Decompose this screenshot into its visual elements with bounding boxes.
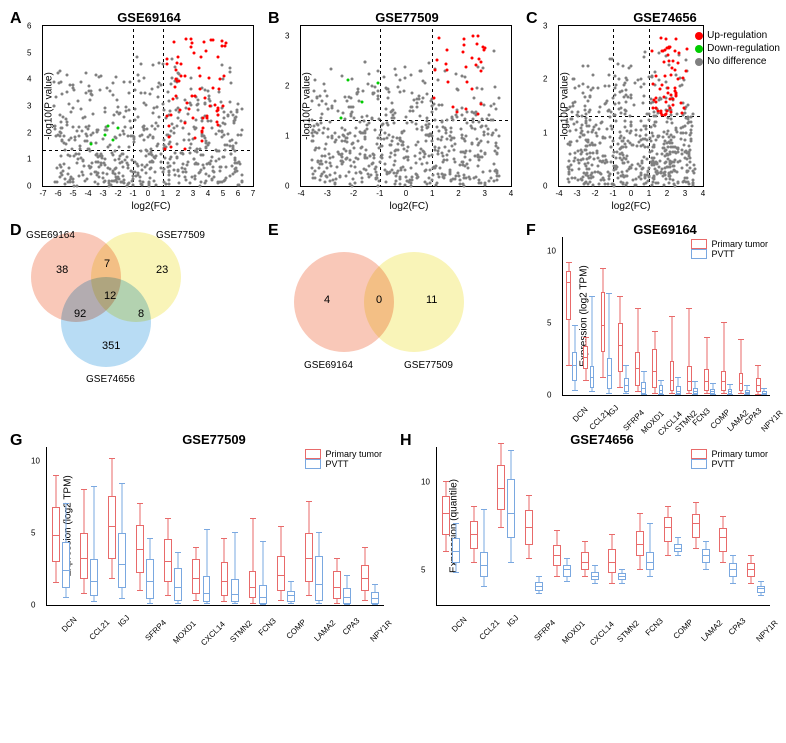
volcano-legend: Up-regulation Down-regulation No differe… (695, 30, 780, 69)
legend-text: Up-regulation (707, 30, 767, 41)
legend-sq-pvtt (691, 459, 707, 469)
panel-label: D (10, 222, 22, 240)
legend-text: No difference (707, 56, 766, 67)
legend-text: Primary tumor (711, 239, 768, 249)
box-legend: Primary tumor PVTT (691, 239, 768, 259)
panel-label: E (268, 222, 279, 240)
boxplot-g: Expression (log2 TPM) Primary tumor PVTT… (46, 447, 384, 606)
legend-text: PVTT (711, 459, 734, 469)
panel-a: A GSE69164 -log10(P value) -7-6-5-4-3-2-… (10, 10, 260, 212)
volcano-plot-c: -log10(P value) -4-3-2-1012340123 (558, 25, 704, 187)
venn-3way: GSE69164GSE77509GSE746563823351792812 (26, 222, 260, 382)
legend-sq-pvtt (691, 249, 707, 259)
boxplot-h: Expression (quantile) Primary tumor PVTT… (436, 447, 770, 606)
panel-label: C (526, 10, 538, 28)
box-legend: Primary tumor PVTT (691, 449, 768, 469)
legend-text: PVTT (711, 249, 734, 259)
chart-title: GSE77509 (296, 10, 518, 25)
panel-d: D GSE69164GSE77509GSE746563823351792812 (10, 222, 260, 432)
panel-b: B GSE77509 -log10(P value) -4-3-2-101234… (268, 10, 518, 212)
panel-label: F (526, 222, 536, 240)
panel-f: F GSE69164 Expression (log2 TPM) Primary… (526, 222, 776, 432)
y-axis-label: -log10(P value) (301, 72, 312, 140)
legend-text: Primary tumor (325, 449, 382, 459)
panel-c: C GSE74656 -log10(P value) -4-3-2-101234… (526, 10, 776, 212)
panel-label: B (268, 10, 280, 28)
panel-label: A (10, 10, 22, 28)
legend-sq-primary (691, 239, 707, 249)
legend-dot-down (695, 45, 703, 53)
legend-sq-primary (305, 449, 321, 459)
chart-title: GSE74656 (554, 10, 776, 25)
panel-g: G GSE77509 Expression (log2 TPM) Primary… (10, 432, 390, 646)
legend-dot-none (695, 58, 703, 66)
chart-title: GSE69164 (554, 222, 776, 237)
volcano-plot-a: -log10(P value) -7-6-5-4-3-2-10123456701… (42, 25, 254, 187)
legend-sq-pvtt (305, 459, 321, 469)
panel-label: H (400, 432, 412, 450)
x-axis-label: log2(FC) (42, 201, 260, 212)
panel-label: G (10, 432, 22, 450)
venn-2way: GSE69164GSE775094011 (284, 222, 518, 382)
legend-text: PVTT (325, 459, 348, 469)
x-axis-label: log2(FC) (558, 201, 704, 212)
legend-dot-up (695, 32, 703, 40)
panel-e: E GSE69164GSE775094011 (268, 222, 518, 432)
boxplot-f: Expression (log2 TPM) Primary tumor PVTT… (562, 237, 770, 396)
box-legend: Primary tumor PVTT (305, 449, 382, 469)
legend-sq-primary (691, 449, 707, 459)
panel-h: H GSE74656 Expression (quantile) Primary… (400, 432, 776, 646)
chart-title: GSE69164 (38, 10, 260, 25)
chart-title: GSE77509 (38, 432, 390, 447)
legend-text: Down-regulation (707, 43, 780, 54)
volcano-plot-b: -log10(P value) -4-3-2-1012340123 (300, 25, 512, 187)
x-axis-label: log2(FC) (300, 201, 518, 212)
chart-title: GSE74656 (428, 432, 776, 447)
legend-text: Primary tumor (711, 449, 768, 459)
